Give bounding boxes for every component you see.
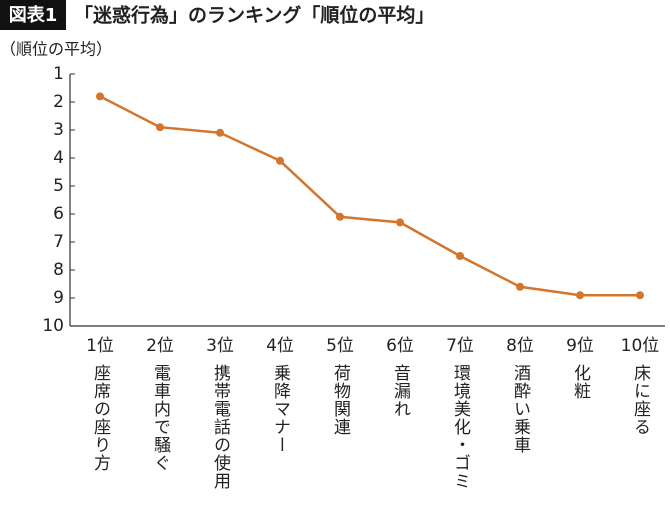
x-tick-label: 8位 bbox=[506, 336, 534, 356]
y-tick-label: 4 bbox=[53, 148, 64, 168]
x-tick-label: 7位 bbox=[446, 336, 474, 356]
line bbox=[99, 95, 640, 297]
x-tick-label: 1位 bbox=[86, 336, 114, 356]
y-tick-label: 10 bbox=[42, 316, 64, 336]
x-tick-label: 9位 bbox=[566, 336, 594, 356]
point bbox=[636, 291, 644, 300]
category-name: 荷物関連 bbox=[330, 364, 351, 436]
x-tick-label: 3位 bbox=[206, 336, 234, 356]
category-name: 乗降マナー bbox=[270, 364, 291, 454]
chart-title: 「迷惑行為」のランキング「順位の平均」 bbox=[74, 4, 434, 27]
y-tick-label: 3 bbox=[53, 120, 64, 140]
category-name: 携帯電話の使用 bbox=[210, 364, 231, 490]
x-tick-label: 10位 bbox=[621, 336, 660, 356]
y-axis-label: （順位の平均） bbox=[0, 40, 112, 59]
point bbox=[396, 218, 404, 227]
point bbox=[216, 128, 224, 137]
y-tick-label: 2 bbox=[53, 92, 64, 112]
point bbox=[156, 123, 164, 132]
badge: 図表1 bbox=[9, 4, 58, 26]
category-name: 酒酔い乗車 bbox=[510, 364, 531, 454]
x-tick-label: 4位 bbox=[266, 336, 294, 356]
x-tick-label: 5位 bbox=[326, 336, 354, 356]
y-tick-label: 5 bbox=[53, 176, 64, 196]
category-name: 化粧 bbox=[570, 364, 591, 400]
point bbox=[516, 282, 524, 291]
point bbox=[276, 156, 284, 165]
y-tick-label: 1 bbox=[53, 64, 64, 84]
category-name: 環境美化・ゴミ bbox=[450, 364, 471, 490]
point bbox=[336, 212, 344, 221]
y-tick-label: 7 bbox=[53, 232, 64, 252]
category-name: 電車内で騒ぐ bbox=[150, 364, 171, 472]
badge-box bbox=[0, 0, 66, 30]
point bbox=[456, 252, 464, 260]
point bbox=[96, 92, 104, 101]
category-name: 床に座る bbox=[630, 364, 651, 436]
y-tick-label: 6 bbox=[53, 204, 64, 224]
category-name: 音漏れ bbox=[390, 364, 411, 418]
y-tick-label: 8 bbox=[53, 260, 64, 280]
y-tick-label: 9 bbox=[53, 288, 64, 308]
point bbox=[576, 291, 584, 300]
x-tick-label: 6位 bbox=[386, 336, 414, 356]
x-tick-label: 2位 bbox=[146, 336, 174, 356]
category-name: 座席の座り方 bbox=[90, 364, 111, 472]
